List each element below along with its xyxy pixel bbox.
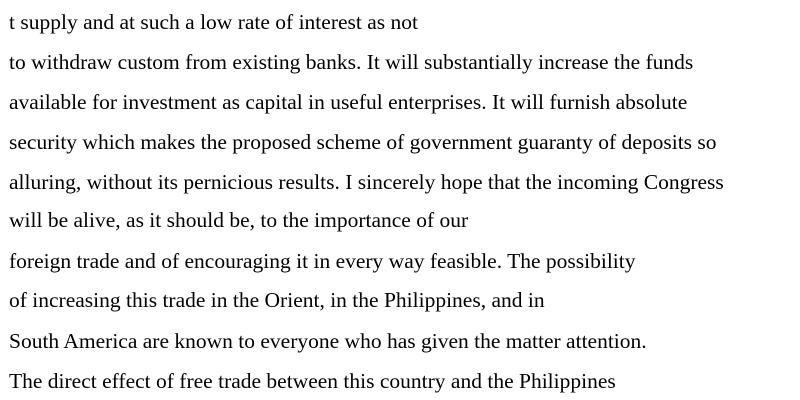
text-line: of increasing this trade in the Orient, … xyxy=(9,288,545,312)
text-line: to withdraw custom from existing banks. … xyxy=(9,50,694,74)
text-line: The direct effect of free trade between … xyxy=(9,369,616,393)
text-line: South America are known to everyone who … xyxy=(9,329,647,353)
text-line: will be alive, as it should be, to the i… xyxy=(9,208,469,232)
text-line: security which makes the proposed scheme… xyxy=(9,130,717,154)
text-line: foreign trade and of encouraging it in e… xyxy=(9,249,636,273)
text-line: available for investment as capital in u… xyxy=(9,90,688,114)
text-line: t supply and at such a low rate of inter… xyxy=(9,10,418,34)
text-line: alluring, without its pernicious results… xyxy=(9,170,724,194)
